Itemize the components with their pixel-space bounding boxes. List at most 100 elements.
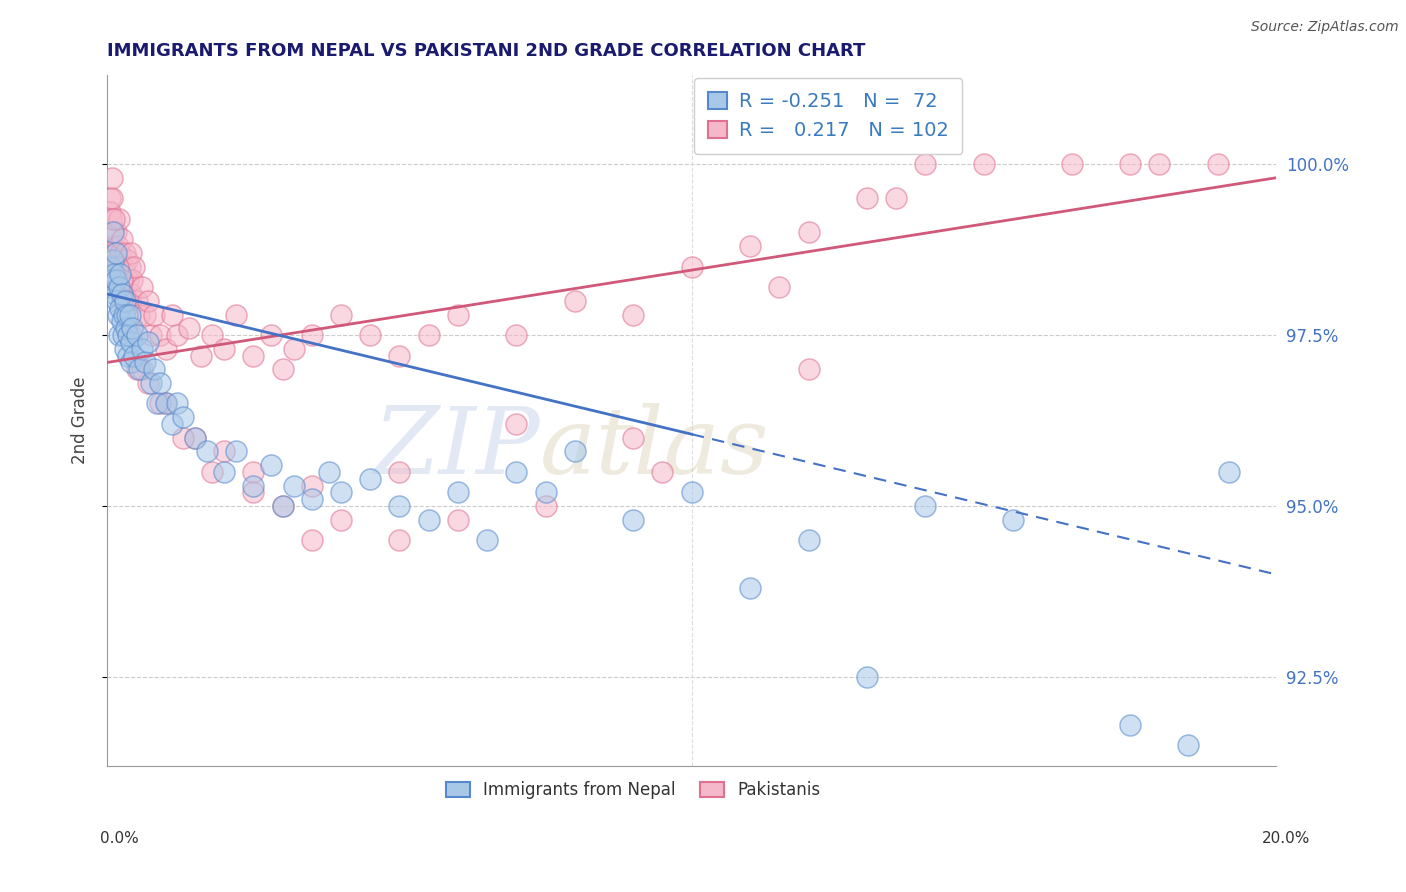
Point bbox=[103, 211, 125, 226]
Point bbox=[104, 287, 127, 301]
Point bbox=[117, 273, 139, 287]
Point bbox=[103, 267, 125, 281]
Point bbox=[131, 342, 153, 356]
Point bbox=[111, 273, 134, 287]
Point bbox=[139, 376, 162, 390]
Point bbox=[418, 328, 440, 343]
Point bbox=[797, 362, 820, 376]
Point bbox=[242, 465, 264, 479]
Text: IMMIGRANTS FROM NEPAL VS PAKISTANI 2ND GRADE CORRELATION CHART: IMMIGRANTS FROM NEPAL VS PAKISTANI 2ND G… bbox=[107, 42, 866, 60]
Point bbox=[242, 478, 264, 492]
Point bbox=[973, 157, 995, 171]
Point bbox=[166, 328, 188, 343]
Point bbox=[225, 308, 247, 322]
Point bbox=[1002, 513, 1025, 527]
Point bbox=[201, 465, 224, 479]
Point bbox=[1119, 157, 1142, 171]
Point bbox=[330, 513, 353, 527]
Point bbox=[797, 226, 820, 240]
Point bbox=[134, 308, 156, 322]
Point bbox=[283, 342, 305, 356]
Point bbox=[149, 376, 172, 390]
Point bbox=[108, 301, 131, 315]
Legend: Immigrants from Nepal, Pakistanis: Immigrants from Nepal, Pakistanis bbox=[440, 774, 827, 805]
Point bbox=[118, 260, 141, 274]
Point bbox=[107, 239, 129, 253]
Point bbox=[136, 334, 159, 349]
Point bbox=[534, 485, 557, 500]
Point bbox=[155, 396, 177, 410]
Point bbox=[388, 533, 411, 548]
Point bbox=[201, 328, 224, 343]
Point bbox=[447, 513, 470, 527]
Point bbox=[681, 485, 703, 500]
Point bbox=[128, 308, 150, 322]
Point bbox=[105, 293, 128, 308]
Point bbox=[505, 465, 527, 479]
Point bbox=[359, 328, 381, 343]
Point bbox=[98, 191, 121, 205]
Point bbox=[114, 342, 136, 356]
Point bbox=[190, 349, 212, 363]
Point bbox=[118, 308, 141, 322]
Point bbox=[111, 314, 134, 328]
Point bbox=[179, 321, 201, 335]
Point bbox=[101, 252, 124, 267]
Point bbox=[330, 485, 353, 500]
Point bbox=[914, 499, 936, 513]
Point bbox=[388, 465, 411, 479]
Point bbox=[149, 328, 172, 343]
Point bbox=[105, 252, 128, 267]
Point bbox=[114, 246, 136, 260]
Point bbox=[101, 191, 124, 205]
Point bbox=[1060, 157, 1083, 171]
Point bbox=[121, 273, 143, 287]
Point bbox=[125, 328, 148, 343]
Point bbox=[301, 492, 323, 507]
Point bbox=[112, 328, 135, 343]
Point bbox=[621, 431, 644, 445]
Point bbox=[884, 191, 907, 205]
Point bbox=[105, 273, 128, 287]
Point bbox=[856, 191, 879, 205]
Point bbox=[388, 349, 411, 363]
Point bbox=[115, 308, 138, 322]
Point bbox=[160, 417, 183, 431]
Point bbox=[1206, 157, 1229, 171]
Point bbox=[108, 328, 131, 343]
Point bbox=[117, 328, 139, 343]
Point bbox=[136, 293, 159, 308]
Point bbox=[125, 362, 148, 376]
Point bbox=[131, 280, 153, 294]
Point bbox=[107, 260, 129, 274]
Point bbox=[283, 478, 305, 492]
Point bbox=[225, 444, 247, 458]
Text: 20.0%: 20.0% bbox=[1263, 831, 1310, 846]
Point bbox=[212, 444, 235, 458]
Point bbox=[505, 328, 527, 343]
Point bbox=[475, 533, 498, 548]
Point bbox=[121, 321, 143, 335]
Point bbox=[104, 260, 127, 274]
Point bbox=[125, 293, 148, 308]
Point bbox=[120, 328, 142, 343]
Point bbox=[108, 280, 131, 294]
Point bbox=[122, 349, 145, 363]
Point bbox=[111, 273, 134, 287]
Point bbox=[914, 157, 936, 171]
Text: ZIP: ZIP bbox=[373, 403, 540, 493]
Point bbox=[534, 499, 557, 513]
Point bbox=[681, 260, 703, 274]
Point bbox=[101, 226, 124, 240]
Point bbox=[768, 280, 790, 294]
Point bbox=[271, 362, 294, 376]
Point bbox=[242, 485, 264, 500]
Point bbox=[621, 308, 644, 322]
Point bbox=[111, 293, 134, 308]
Point bbox=[120, 334, 142, 349]
Point bbox=[155, 396, 177, 410]
Point bbox=[114, 287, 136, 301]
Point bbox=[242, 349, 264, 363]
Point bbox=[101, 239, 124, 253]
Point bbox=[155, 342, 177, 356]
